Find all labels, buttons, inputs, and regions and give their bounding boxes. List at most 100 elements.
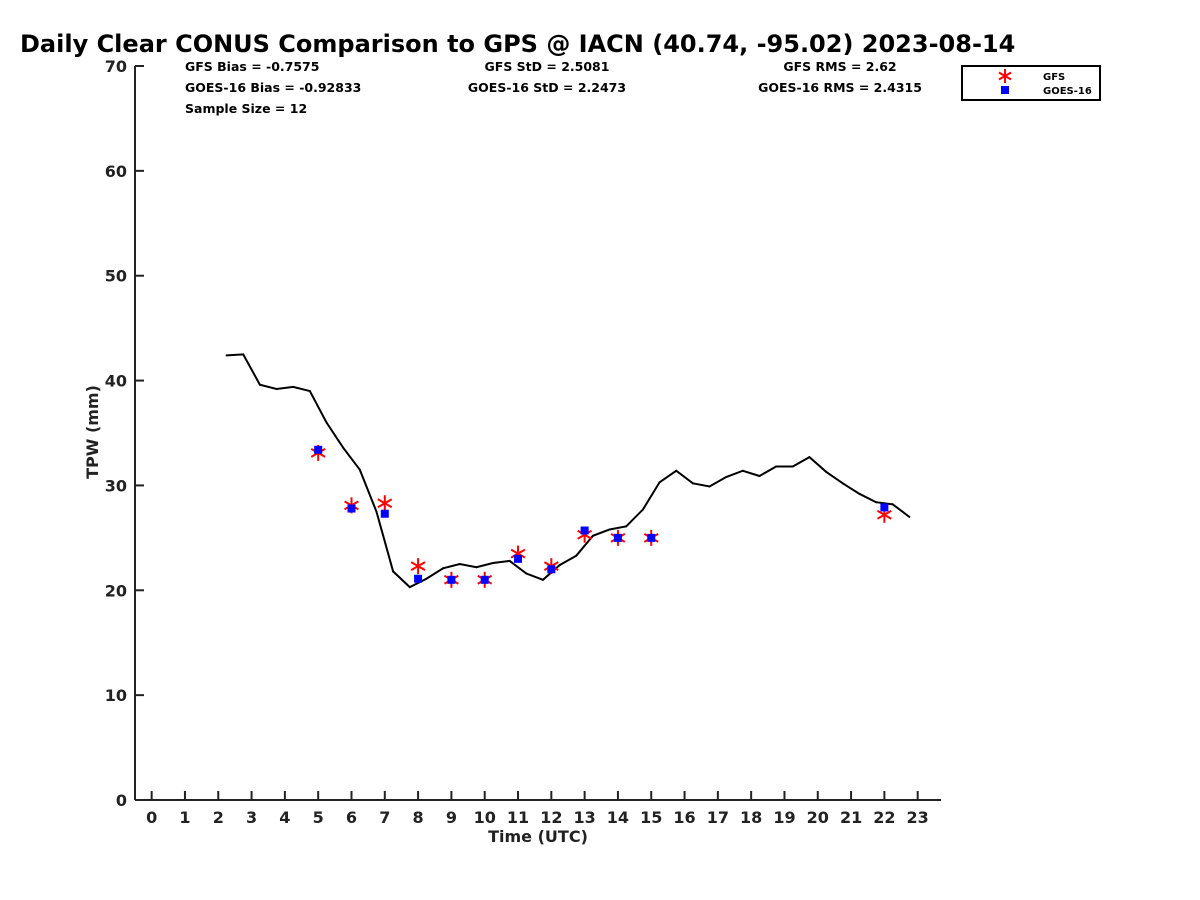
gps-data-point bbox=[675, 469, 678, 472]
x-tick-label: 8 bbox=[413, 808, 424, 827]
y-tick-label: 40 bbox=[105, 372, 127, 391]
x-tick-label: 0 bbox=[146, 808, 157, 827]
gps-data-point bbox=[225, 354, 228, 357]
gps-data-point bbox=[775, 465, 778, 468]
goes16-data-point bbox=[380, 509, 389, 518]
legend-gfs-marker bbox=[998, 69, 1012, 83]
gps-data-point bbox=[541, 578, 544, 581]
x-axis-label: Time (UTC) bbox=[488, 827, 588, 846]
gps-data-point bbox=[741, 469, 744, 472]
goes16-data-point bbox=[880, 503, 889, 512]
stat-text: GFS Bias = -0.7575 bbox=[185, 59, 319, 74]
gps-data-point bbox=[708, 485, 711, 488]
legend-gfs-label: GFS bbox=[1043, 72, 1065, 83]
x-tick-label: 10 bbox=[474, 808, 496, 827]
y-tick-label: 0 bbox=[116, 791, 127, 810]
gps-data-point bbox=[841, 482, 844, 485]
plot-area bbox=[225, 353, 911, 589]
gps-data-point bbox=[442, 567, 445, 570]
x-tick-label: 20 bbox=[807, 808, 829, 827]
gps-data-point bbox=[275, 387, 278, 390]
x-tick-label: 22 bbox=[873, 808, 895, 827]
x-tick-label: 19 bbox=[773, 808, 795, 827]
gps-data-point bbox=[325, 421, 328, 424]
legend-box bbox=[961, 65, 1101, 101]
x-tick-label: 5 bbox=[313, 808, 324, 827]
goes16-data-point bbox=[514, 554, 523, 563]
x-tick-label: 18 bbox=[740, 808, 762, 827]
goes16-data-point bbox=[314, 445, 323, 454]
gfs-data-point bbox=[377, 495, 393, 512]
gps-data-point bbox=[591, 534, 594, 537]
x-tick-label: 9 bbox=[446, 808, 457, 827]
legend-goes16-marker bbox=[1001, 86, 1009, 94]
gps-data-point bbox=[625, 525, 628, 528]
chart-title: Daily Clear CONUS Comparison to GPS @ IA… bbox=[20, 30, 1016, 58]
x-tick-label: 1 bbox=[179, 808, 190, 827]
gps-data-point bbox=[508, 559, 511, 562]
x-tick-label: 17 bbox=[707, 808, 729, 827]
stat-text: GFS RMS = 2.62 bbox=[783, 59, 896, 74]
stat-text: GOES-16 StD = 2.2473 bbox=[468, 80, 626, 95]
gps-data-point bbox=[875, 501, 878, 504]
gps-data-point bbox=[641, 508, 644, 511]
gps-data-point bbox=[342, 446, 345, 449]
goes16-data-point bbox=[414, 574, 423, 583]
gps-data-point bbox=[891, 503, 894, 506]
goes16-data-point bbox=[613, 533, 622, 542]
legend: GFS GOES-16 bbox=[961, 65, 1101, 101]
goes16-data-point bbox=[647, 533, 656, 542]
gps-data-point bbox=[908, 515, 911, 518]
x-tick-label: 23 bbox=[907, 808, 929, 827]
y-tick-label: 70 bbox=[105, 57, 127, 76]
gps-data-point bbox=[808, 456, 811, 459]
gps-data-point bbox=[791, 465, 794, 468]
gps-series-line bbox=[226, 353, 910, 589]
gps-data-point bbox=[558, 564, 561, 567]
stat-text: GFS StD = 2.5081 bbox=[485, 59, 610, 74]
x-tick-label: 6 bbox=[346, 808, 357, 827]
x-tick-label: 2 bbox=[213, 808, 224, 827]
x-tick-label: 4 bbox=[279, 808, 290, 827]
x-tick-label: 11 bbox=[507, 808, 529, 827]
x-tick-label: 14 bbox=[607, 808, 629, 827]
x-tick-label: 3 bbox=[246, 808, 257, 827]
gps-data-point bbox=[292, 385, 295, 388]
x-tick-label: 15 bbox=[640, 808, 662, 827]
goes16-data-point bbox=[547, 565, 556, 574]
gps-data-point bbox=[408, 586, 411, 589]
gps-data-point bbox=[358, 468, 361, 471]
gps-data-point bbox=[458, 563, 461, 566]
gps-data-point bbox=[858, 492, 861, 495]
gps-data-point bbox=[242, 353, 245, 356]
y-tick-label: 50 bbox=[105, 267, 127, 286]
y-tick-label: 60 bbox=[105, 162, 127, 181]
gps-data-point bbox=[725, 476, 728, 479]
x-tick-label: 16 bbox=[673, 808, 695, 827]
gps-data-point bbox=[492, 562, 495, 565]
gps-data-point bbox=[691, 482, 694, 485]
gps-data-point bbox=[608, 528, 611, 531]
goes16-data-point bbox=[447, 575, 456, 584]
stats-block: GFS Bias = -0.7575 GFS StD = 2.5081 GFS RM… bbox=[185, 59, 922, 116]
gps-data-point bbox=[758, 474, 761, 477]
gps-data-point bbox=[392, 570, 395, 573]
goes16-data-point bbox=[347, 504, 356, 513]
y-tick-label: 10 bbox=[105, 686, 127, 705]
y-axis-label: TPW (mm) bbox=[83, 385, 102, 479]
gps-data-point bbox=[575, 554, 578, 557]
gps-data-point bbox=[308, 390, 311, 393]
y-tick-label: 30 bbox=[105, 476, 127, 495]
x-tick-label: 12 bbox=[540, 808, 562, 827]
stat-text: GOES-16 Bias = -0.92833 bbox=[185, 80, 361, 95]
x-tick-label: 7 bbox=[379, 808, 390, 827]
stat-text: GOES-16 RMS = 2.4315 bbox=[758, 80, 922, 95]
gps-data-point bbox=[258, 383, 261, 386]
gfs-data-point bbox=[410, 558, 426, 575]
goes16-data-point bbox=[480, 575, 489, 584]
gps-data-point bbox=[525, 572, 528, 575]
y-tick-label: 20 bbox=[105, 581, 127, 600]
